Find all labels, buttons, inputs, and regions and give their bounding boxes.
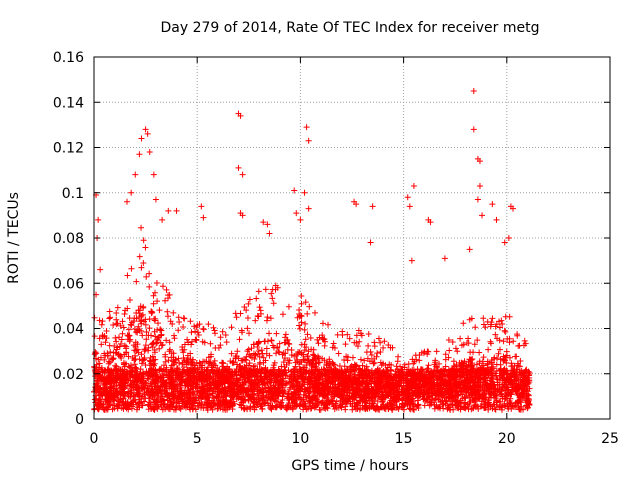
data-point xyxy=(106,308,113,315)
data-point xyxy=(139,332,146,339)
data-points xyxy=(91,87,533,413)
data-point xyxy=(143,328,150,335)
data-point xyxy=(428,368,435,375)
data-point xyxy=(515,343,522,350)
data-point xyxy=(365,330,372,337)
data-point xyxy=(361,357,368,364)
data-point xyxy=(282,331,289,338)
data-point xyxy=(496,324,503,331)
data-point xyxy=(508,360,515,367)
data-point xyxy=(244,314,251,321)
data-point xyxy=(103,328,110,335)
data-point xyxy=(275,348,282,355)
data-point xyxy=(298,300,305,307)
data-point xyxy=(244,325,251,332)
data-point xyxy=(442,351,449,358)
data-point xyxy=(330,361,337,368)
data-point xyxy=(288,352,295,359)
data-point xyxy=(359,362,366,369)
data-point xyxy=(480,362,487,369)
data-point xyxy=(192,336,199,343)
data-point xyxy=(497,346,504,353)
data-point xyxy=(91,333,98,340)
data-point xyxy=(298,319,305,326)
data-point xyxy=(301,347,308,354)
data-point xyxy=(155,320,162,327)
data-point xyxy=(175,314,182,321)
data-point xyxy=(499,320,506,327)
data-point xyxy=(146,283,153,290)
data-point xyxy=(195,331,202,338)
data-point xyxy=(294,314,301,321)
data-point xyxy=(107,314,114,321)
data-point xyxy=(109,356,116,363)
data-point xyxy=(217,342,224,349)
data-point xyxy=(480,321,487,328)
data-point xyxy=(142,244,149,251)
data-point xyxy=(219,328,226,335)
data-point xyxy=(107,348,114,355)
data-point xyxy=(468,315,475,322)
data-point xyxy=(113,338,120,345)
data-point xyxy=(153,279,160,286)
data-point xyxy=(416,351,423,358)
data-point xyxy=(110,322,117,329)
data-point xyxy=(246,330,253,337)
data-point xyxy=(253,295,260,302)
data-point xyxy=(302,320,309,327)
chart-title: Day 279 of 2014, Rate Of TEC Index for r… xyxy=(161,20,540,36)
data-point xyxy=(357,356,364,363)
data-point xyxy=(492,331,499,338)
data-point xyxy=(510,338,517,345)
data-point xyxy=(380,344,387,351)
data-point xyxy=(234,348,241,355)
data-point xyxy=(138,224,145,231)
data-point xyxy=(460,320,467,327)
data-point xyxy=(485,346,492,353)
data-point xyxy=(330,340,337,347)
data-point xyxy=(248,345,255,352)
data-point xyxy=(335,350,342,357)
data-point xyxy=(306,303,313,310)
data-point xyxy=(180,315,187,322)
